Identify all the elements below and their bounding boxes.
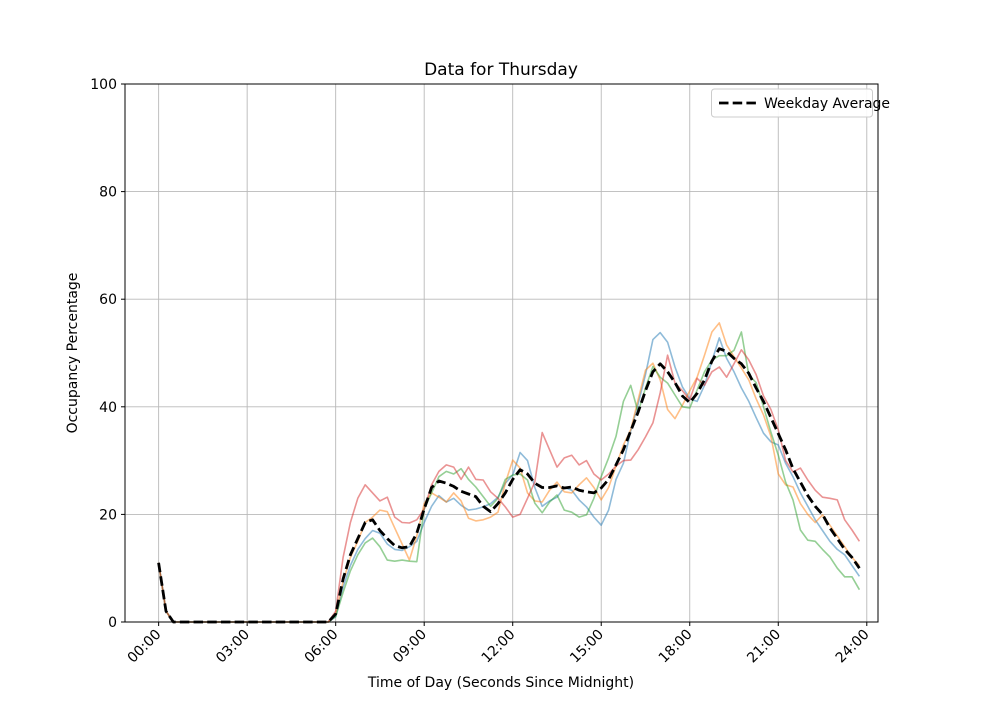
series-layer — [157, 322, 861, 624]
x-tick-label: 00:00 — [125, 627, 165, 667]
series-line-day-green — [157, 331, 861, 623]
grid-layer — [125, 83, 878, 623]
x-tick-label: 18:00 — [656, 627, 696, 667]
series-line-weekday-average — [157, 347, 861, 624]
y-tick-label: 40 — [99, 400, 117, 416]
x-tick-label: 15:00 — [567, 627, 607, 667]
x-tick-label: 09:00 — [390, 627, 430, 667]
plot-border — [124, 83, 879, 623]
x-axis-label: Time of Day (Seconds Since Midnight) — [367, 675, 634, 691]
series-line-day-orange — [157, 322, 860, 623]
y-tick-label: 60 — [99, 292, 117, 308]
chart-title: Data for Thursday — [424, 60, 578, 80]
y-tick-label: 80 — [99, 185, 117, 201]
legend-box — [711, 88, 873, 118]
axes-layer — [124, 83, 879, 623]
y-tick-label: 0 — [108, 615, 117, 631]
x-tick-label: 03:00 — [213, 627, 253, 667]
legend: Weekday Average — [711, 88, 890, 118]
y-axis-label: Occupancy Percentage — [65, 273, 81, 434]
x-tick-label: 21:00 — [744, 627, 784, 667]
y-tick-label: 20 — [99, 507, 117, 523]
x-tick-label: 24:00 — [833, 627, 873, 667]
x-tick-label: 12:00 — [479, 627, 519, 667]
y-tick-label: 100 — [90, 77, 117, 93]
legend-label: Weekday Average — [764, 96, 890, 112]
x-tick-label: 06:00 — [302, 627, 342, 667]
